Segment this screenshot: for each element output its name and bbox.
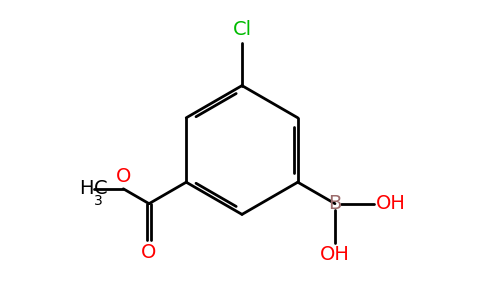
Text: OH: OH [376, 194, 406, 212]
Text: H: H [79, 179, 93, 198]
Text: O: O [141, 243, 157, 262]
Text: 3: 3 [93, 194, 102, 208]
Text: OH: OH [320, 245, 350, 264]
Text: B: B [328, 194, 342, 213]
Text: Cl: Cl [232, 20, 252, 39]
Text: C: C [93, 179, 107, 198]
Text: O: O [116, 167, 131, 186]
